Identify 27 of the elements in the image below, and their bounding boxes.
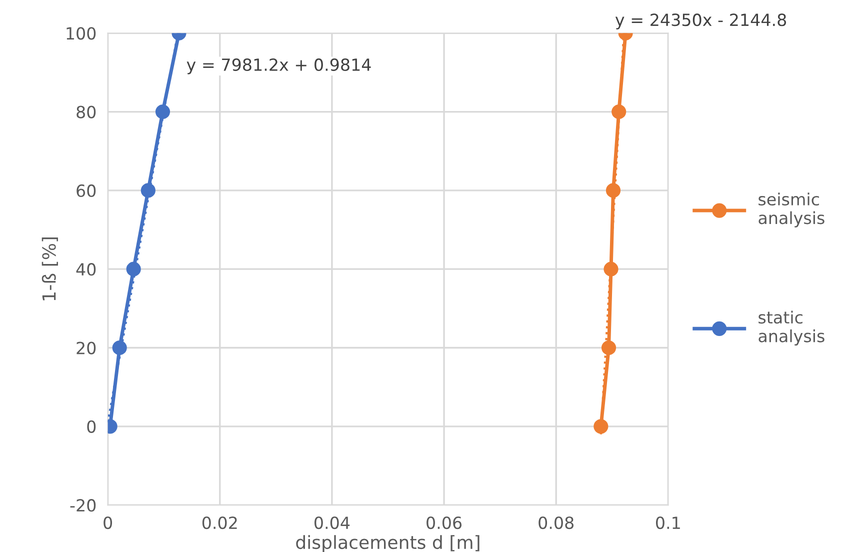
point: [140, 183, 156, 198]
y-tick-label: 60: [76, 184, 96, 198]
y-tick-label: 80: [76, 106, 96, 118]
x-tick-label: 0.1: [656, 516, 680, 530]
x-tick-label: 0: [104, 516, 112, 530]
legend-label: seismic analysis: [758, 192, 824, 228]
point: [606, 183, 621, 198]
y-tick-label: 100: [66, 27, 96, 40]
point: [604, 262, 618, 276]
point: [612, 104, 626, 120]
text: y = 24350x - 2144.8: [615, 14, 786, 30]
annotation: y = 7981.2x + 0.9814: [186, 58, 371, 74]
x-tick-label: 0.04: [314, 516, 350, 530]
x-tick-label: 0.06: [426, 516, 462, 530]
y-axis-title: 1-ß [%]: [42, 237, 58, 300]
y-tick-label: 0: [87, 420, 96, 433]
legend-label: static analysis: [758, 310, 824, 346]
x-tick-label: 0.08: [538, 516, 574, 530]
y-tick-label: 40: [76, 263, 96, 276]
y-tick-label: -20: [70, 499, 96, 512]
point: [126, 262, 141, 276]
point: [155, 104, 170, 120]
point: [601, 340, 616, 356]
x-tick-label: 0.02: [202, 516, 237, 530]
point: [594, 419, 608, 434]
y-tick-label: 20: [76, 342, 96, 354]
point: [112, 340, 127, 356]
